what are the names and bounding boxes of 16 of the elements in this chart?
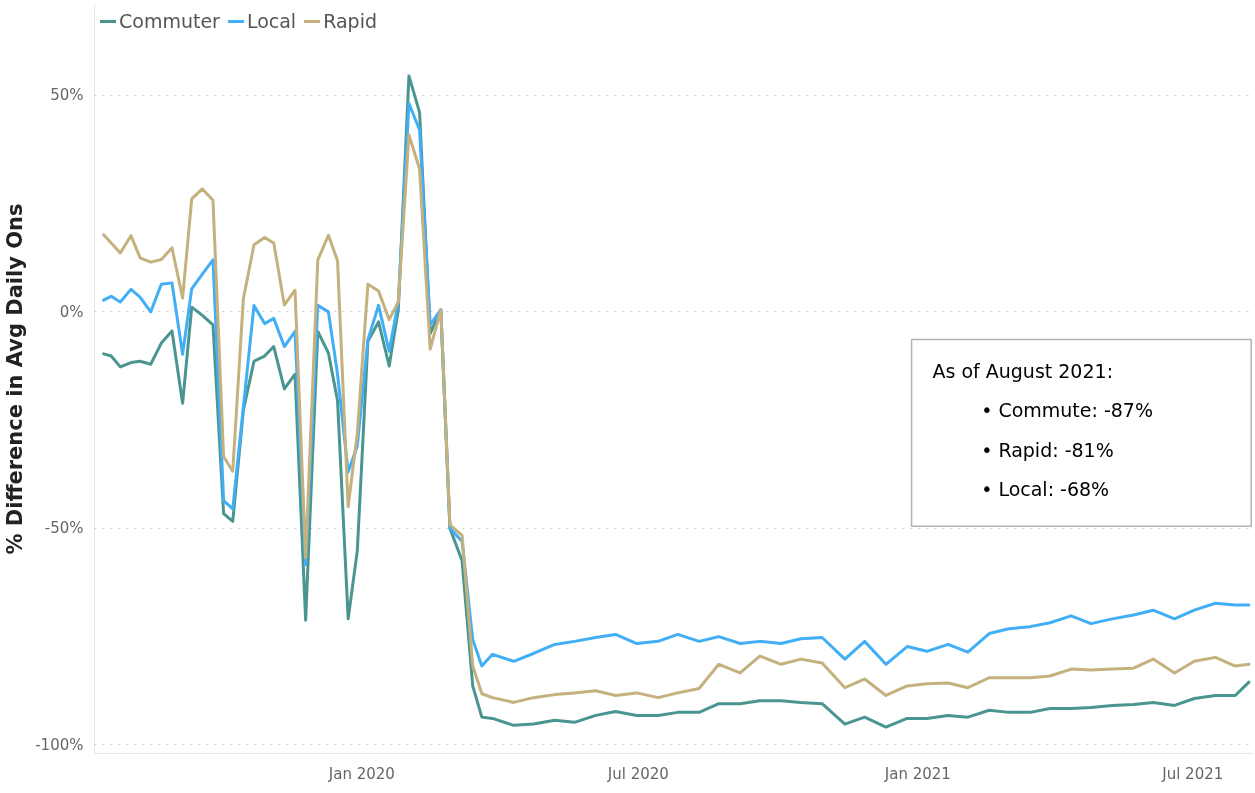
annotation: • Rapid: -81%	[981, 438, 1114, 461]
y-tick-label: 0%	[59, 302, 84, 321]
y-axis-title: % Difference in Avg Daily Ons	[3, 203, 28, 555]
y-tick-label: -50%	[44, 519, 84, 538]
annotation: • Local: -68%	[981, 477, 1110, 500]
y-tick-label: -100%	[35, 735, 84, 754]
legend-label: Commuter	[119, 10, 220, 32]
legend-label: Local	[246, 10, 297, 32]
x-tick-label: Jan 2020	[327, 764, 395, 783]
x-tick-label: Jul 2020	[606, 764, 669, 783]
legend-label: Rapid	[323, 10, 377, 32]
y-tick-label: 50%	[50, 86, 84, 105]
annotation: • Commute: -87%	[981, 399, 1154, 422]
x-tick-label: Jan 2021	[883, 764, 951, 783]
annotation: As of August 2021:	[932, 359, 1114, 382]
x-tick-label: Jul 2021	[1161, 764, 1224, 783]
